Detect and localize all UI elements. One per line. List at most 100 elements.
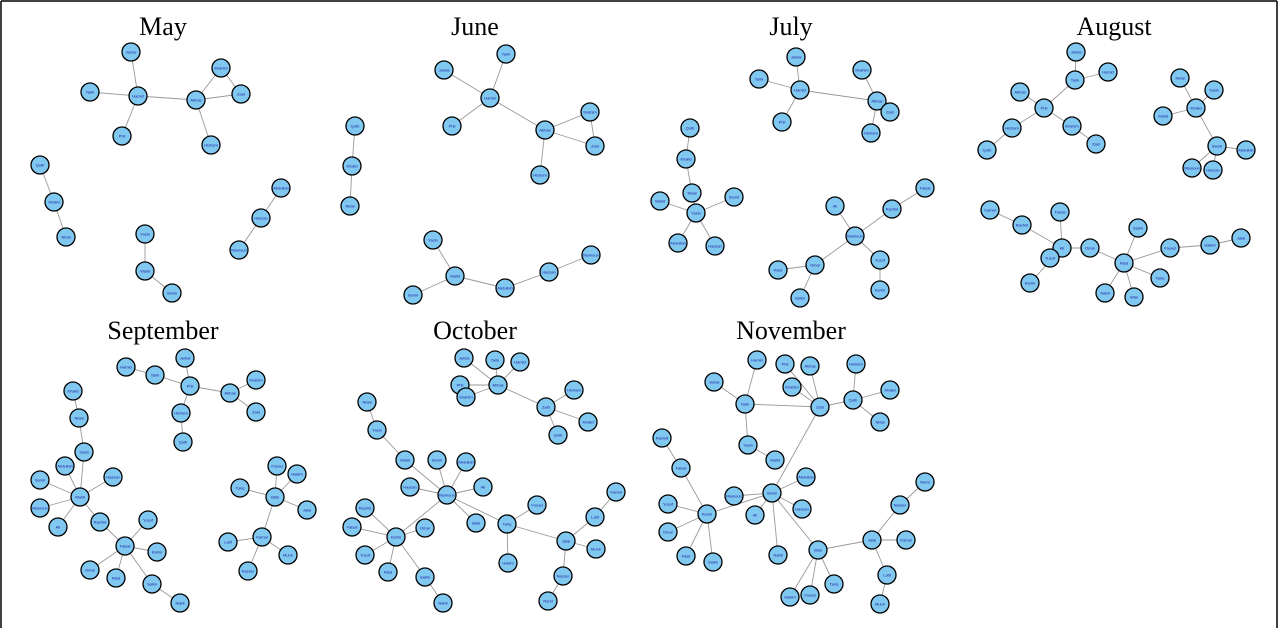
node (55, 456, 75, 476)
node-label: Mamoun (1184, 166, 1200, 171)
node (862, 530, 882, 550)
node-label: Hicham (849, 362, 863, 367)
node (536, 397, 556, 417)
node-label: Jamal (1071, 50, 1082, 55)
node-label: Nabil (438, 601, 447, 606)
node-label: Riad (384, 570, 392, 575)
node-label: Hicham (174, 411, 188, 416)
node-label: Omar (1085, 246, 1096, 251)
node-label: Abdullah (1238, 148, 1254, 153)
node-label: Ali (833, 204, 838, 209)
node (345, 116, 365, 136)
node-label: Ali (56, 525, 61, 530)
node (870, 250, 890, 270)
node-label: Abbas (871, 99, 882, 104)
node-label: Faisal (676, 466, 687, 471)
node (535, 120, 555, 140)
node (498, 553, 518, 573)
panel-title: July (769, 12, 812, 41)
node-label: Salim (147, 582, 158, 587)
node-label: Hakim (1204, 243, 1216, 248)
node (342, 156, 362, 176)
node-label: Qutb (686, 126, 695, 131)
node-label: Ibrahim (1065, 124, 1079, 129)
node (271, 178, 291, 198)
node (1114, 253, 1134, 273)
node (780, 587, 800, 607)
node (724, 187, 744, 207)
node-label: Faisal (120, 544, 131, 549)
node-label: Bilal (1130, 295, 1138, 300)
node (445, 266, 465, 286)
node-label: Faisal (920, 186, 931, 191)
node-label: Jalal (562, 539, 570, 544)
node-label: Riad (1120, 261, 1128, 266)
edge (799, 89, 878, 102)
edge (771, 406, 821, 494)
node-label: Phil (187, 384, 194, 389)
node-label: Salim (795, 296, 806, 301)
node-label: Yasin (691, 211, 701, 216)
node-label: Yusuf (143, 518, 154, 523)
node-label: Hassan (795, 507, 809, 512)
node-label: Nidal (345, 204, 354, 209)
node (1002, 118, 1022, 138)
node (355, 498, 375, 518)
node-label: Latif (591, 515, 599, 520)
node-label: Abbas (804, 364, 815, 369)
node (915, 472, 935, 492)
node (724, 486, 744, 506)
node (676, 149, 696, 169)
node-label: Tarik (741, 402, 749, 407)
node-label: Khalid (582, 420, 593, 425)
node (229, 240, 249, 260)
node-label: Samir (432, 458, 443, 463)
node-label: Rachid (886, 207, 898, 212)
node-label: Bilal (472, 521, 480, 526)
node (220, 383, 240, 403)
node-label: Ibrahim (214, 66, 228, 71)
node (238, 561, 258, 581)
node-label: Hamid (794, 88, 806, 93)
node (116, 357, 136, 377)
node-label: Yusuf (1045, 256, 1056, 261)
node (170, 593, 190, 613)
node-label: Karim (875, 288, 886, 293)
node-label: Walid (400, 458, 410, 463)
node-label: Hicham (533, 173, 547, 178)
node (1034, 98, 1054, 118)
edge (771, 492, 819, 551)
node-label: Hassan (106, 475, 120, 480)
node (792, 499, 812, 519)
node-label: Nidal (687, 191, 696, 196)
node (1231, 228, 1251, 248)
node (1182, 158, 1202, 178)
node-label: Karim (391, 535, 402, 540)
node (454, 348, 474, 368)
node (434, 60, 454, 80)
node (682, 183, 702, 203)
node-label: Nasser (557, 574, 570, 579)
node-label: Abbas (224, 391, 235, 396)
node-label: Nidal (1175, 76, 1184, 81)
node-label: Jalal (868, 538, 876, 543)
node-label: Qutb (36, 163, 45, 168)
node (186, 90, 206, 110)
node-label: Samir (35, 478, 46, 483)
node (768, 545, 788, 565)
node-label: Tarik (491, 358, 499, 363)
node (800, 585, 820, 605)
node-label: Khalid (884, 388, 895, 393)
node (977, 140, 997, 160)
node-label: Omar (810, 263, 821, 268)
node-label: Samir (767, 491, 778, 496)
node (480, 88, 500, 108)
network-panel: August Jamal Tarik Hamid Phil Abbas Ibrahim Zai… (977, 12, 1256, 307)
node-label: Hicham (864, 131, 878, 136)
node (69, 408, 89, 428)
node (423, 230, 443, 250)
node-label: Jamal (439, 68, 450, 73)
node-label: Hicham (204, 143, 218, 148)
network-panel: July Jamal Tarik Hamid Phil Abbas Ibrahim Zaid H… (650, 12, 935, 308)
node-label: Ibrahim (583, 110, 597, 115)
